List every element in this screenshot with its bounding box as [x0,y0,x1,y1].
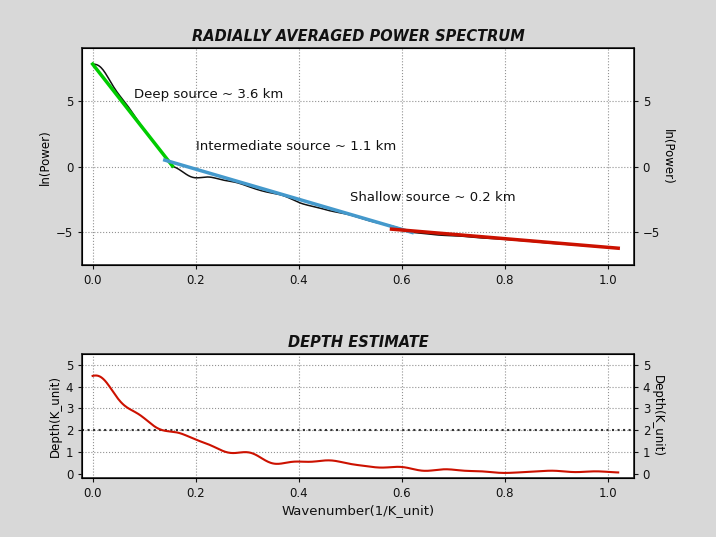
Y-axis label: ln(Power): ln(Power) [39,129,52,185]
Text: Intermediate source ~ 1.1 km: Intermediate source ~ 1.1 km [195,140,396,153]
Text: Shallow source ~ 0.2 km: Shallow source ~ 0.2 km [350,191,516,204]
Y-axis label: ln(Power): ln(Power) [661,129,674,185]
X-axis label: Wavenumber(1/K_unit): Wavenumber(1/K_unit) [281,504,435,517]
Y-axis label: Depth(K_unit): Depth(K_unit) [49,375,62,457]
Title: DEPTH ESTIMATE: DEPTH ESTIMATE [288,335,428,350]
Y-axis label: Depth(K_unit): Depth(K_unit) [651,375,664,457]
Title: RADIALLY AVERAGED POWER SPECTRUM: RADIALLY AVERAGED POWER SPECTRUM [192,30,524,45]
Text: Deep source ~ 3.6 km: Deep source ~ 3.6 km [134,88,283,101]
